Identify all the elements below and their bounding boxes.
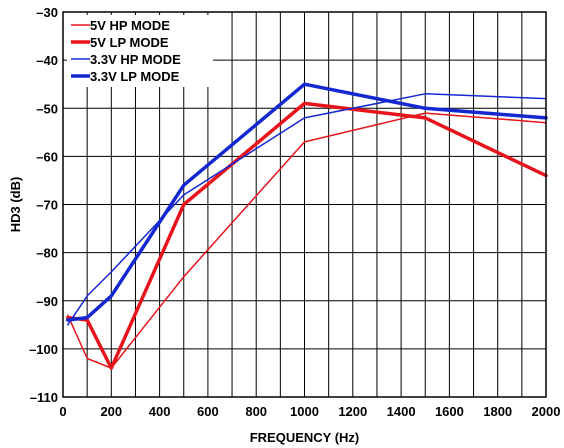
plot-frame (62, 11, 547, 398)
x-tick-label: 0 (59, 404, 66, 419)
y-tick-label: –110 (30, 390, 58, 405)
series-line-2 (67, 93, 547, 326)
y-tick-label: –70 (36, 198, 58, 213)
y-tick-label: –80 (36, 246, 58, 261)
y-tick-label: –40 (36, 53, 58, 68)
y-tick-label: –60 (36, 149, 58, 164)
legend-label: 5V HP MODE (90, 18, 170, 33)
y-tick-label: –50 (36, 101, 58, 116)
x-tick-label: 2000 (532, 404, 561, 419)
x-tick-label: 1400 (387, 404, 416, 419)
x-axis-title: FREQUENCY (Hz) (250, 430, 360, 445)
series-line-0 (67, 112, 547, 369)
legend-label: 3.3V HP MODE (90, 52, 181, 67)
legend-label: 3.3V LP MODE (90, 69, 180, 84)
series-line-3 (66, 82, 548, 322)
x-tick-label: 400 (149, 404, 171, 419)
y-tick-labels: –30 –40 –50 –60 –70 –80 –90 –100 –110 (29, 5, 58, 405)
legend-background (67, 15, 213, 87)
x-tick-label: 1800 (483, 404, 512, 419)
y-tick-label: –90 (36, 294, 58, 309)
legend-label: 5V LP MODE (90, 35, 169, 50)
x-tick-label: 1000 (290, 404, 319, 419)
x-tick-label: 800 (245, 404, 267, 419)
y-axis-title: HD3 (dB) (8, 177, 23, 233)
series-lines (66, 82, 548, 370)
x-tick-label: 1200 (338, 404, 367, 419)
y-tick-label: –100 (29, 342, 58, 357)
x-tick-label: 600 (197, 404, 219, 419)
x-tick-label: 200 (100, 404, 122, 419)
x-tick-labels: 0 200 400 600 800 1000 1200 1400 1600 1800 2000 (59, 404, 560, 419)
legend: 5V HP MODE 5V LP MODE 3.3V HP MODE 3.3V LP … (67, 15, 213, 87)
y-tick-label: –30 (36, 5, 58, 20)
x-tick-label: 1600 (435, 404, 464, 419)
series-line-1 (66, 101, 548, 370)
